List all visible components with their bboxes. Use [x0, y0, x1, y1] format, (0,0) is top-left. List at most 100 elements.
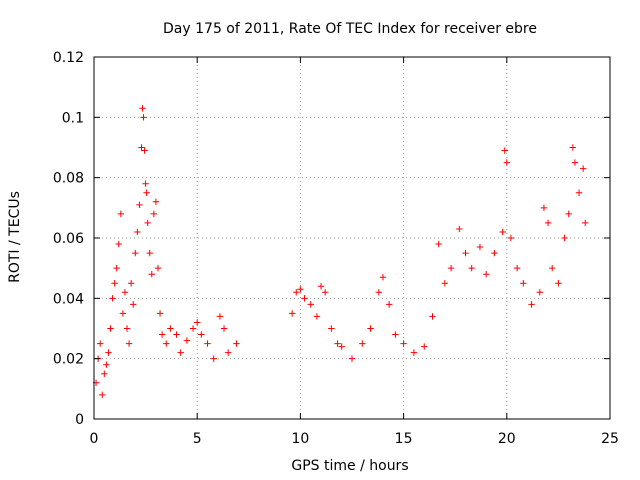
- data-point: [96, 340, 104, 347]
- x-tick-label: 0: [90, 431, 99, 447]
- data-point: [334, 340, 341, 347]
- data-point: [301, 295, 308, 302]
- data-point: [579, 165, 587, 172]
- axis-ticks: 0 5 10 15 20 25 0 0.02 0.04 0.06 0.08 0.1 0.12: [53, 50, 619, 447]
- data-point: [183, 337, 191, 344]
- data-point: [105, 349, 112, 356]
- x-tick-label: 20: [498, 431, 516, 447]
- data-point: [150, 210, 158, 218]
- data-point: [119, 310, 127, 317]
- data-point: [429, 313, 436, 320]
- data-points: [92, 105, 589, 399]
- y-tick-label: 0.12: [53, 50, 84, 66]
- data-point: [297, 286, 304, 293]
- data-point: [143, 189, 150, 196]
- x-tick-label: 10: [291, 431, 309, 447]
- data-point: [146, 249, 153, 257]
- data-point: [561, 234, 568, 242]
- data-point: [107, 325, 114, 332]
- data-point: [468, 264, 475, 272]
- data-point: [152, 198, 160, 205]
- data-point: [536, 289, 544, 296]
- data-point: [435, 240, 442, 248]
- y-tick-label: 0: [75, 412, 84, 428]
- data-point: [456, 225, 463, 233]
- data-point: [156, 310, 164, 317]
- data-point: [385, 301, 393, 308]
- data-point: [359, 340, 366, 347]
- data-point: [501, 147, 508, 154]
- data-point: [400, 340, 407, 347]
- data-point: [441, 280, 449, 287]
- y-axis-label: ROTI / TECUs: [7, 191, 23, 283]
- data-point: [99, 391, 106, 399]
- data-point: [462, 249, 469, 257]
- data-point: [204, 340, 211, 347]
- data-point: [321, 289, 329, 296]
- data-point: [476, 243, 484, 251]
- data-point: [216, 313, 224, 320]
- y-tick-label: 0.06: [53, 231, 84, 247]
- data-point: [575, 189, 583, 196]
- data-point: [565, 210, 572, 218]
- data-point: [582, 219, 589, 227]
- y-tick-label: 0.04: [53, 291, 84, 307]
- data-point: [375, 289, 383, 296]
- chart-title: Day 175 of 2011, Rate Of TEC Index for r…: [163, 21, 537, 37]
- data-point: [571, 159, 579, 166]
- data-point: [189, 325, 197, 332]
- data-point: [220, 325, 228, 332]
- y-tick-label: 0.1: [62, 110, 84, 126]
- data-point: [113, 264, 120, 272]
- data-point: [101, 370, 108, 377]
- data-point: [447, 264, 455, 272]
- data-point: [507, 234, 515, 242]
- data-point: [140, 114, 147, 121]
- data-point: [520, 280, 527, 287]
- x-tick-label: 5: [193, 431, 202, 447]
- data-point: [392, 331, 399, 338]
- data-point: [144, 219, 151, 227]
- data-point: [111, 280, 118, 287]
- data-point: [348, 355, 356, 362]
- y-tick-label: 0.08: [53, 171, 84, 187]
- data-point: [569, 144, 577, 151]
- data-point: [138, 144, 145, 151]
- data-point: [549, 264, 556, 272]
- data-point: [167, 325, 174, 332]
- data-point: [127, 280, 135, 287]
- data-point: [224, 349, 232, 356]
- data-point: [130, 301, 137, 308]
- data-point: [136, 201, 143, 209]
- data-point: [307, 301, 314, 308]
- data-point: [544, 219, 552, 227]
- data-point: [141, 147, 148, 154]
- data-point: [121, 289, 129, 296]
- data-point: [313, 313, 321, 320]
- grid-lines: [94, 57, 610, 419]
- data-point: [293, 289, 300, 296]
- data-point: [142, 180, 149, 187]
- data-point: [210, 355, 217, 362]
- data-point: [317, 283, 325, 290]
- data-point: [328, 325, 335, 332]
- data-point: [173, 331, 180, 338]
- data-point: [540, 204, 548, 212]
- data-point: [421, 343, 428, 350]
- data-point: [198, 331, 205, 338]
- data-point: [194, 319, 201, 326]
- x-axis-label: GPS time / hours: [291, 458, 408, 474]
- data-point: [379, 274, 387, 281]
- y-tick-label: 0.02: [53, 352, 84, 368]
- x-tick-label: 25: [601, 431, 619, 447]
- data-point: [499, 228, 506, 236]
- data-point: [154, 264, 162, 272]
- data-point: [482, 271, 490, 278]
- data-point: [338, 343, 345, 350]
- data-point: [117, 210, 125, 218]
- x-tick-label: 15: [395, 431, 413, 447]
- data-point: [125, 340, 133, 347]
- data-point: [163, 340, 170, 347]
- data-point: [103, 361, 110, 368]
- data-point: [177, 349, 184, 356]
